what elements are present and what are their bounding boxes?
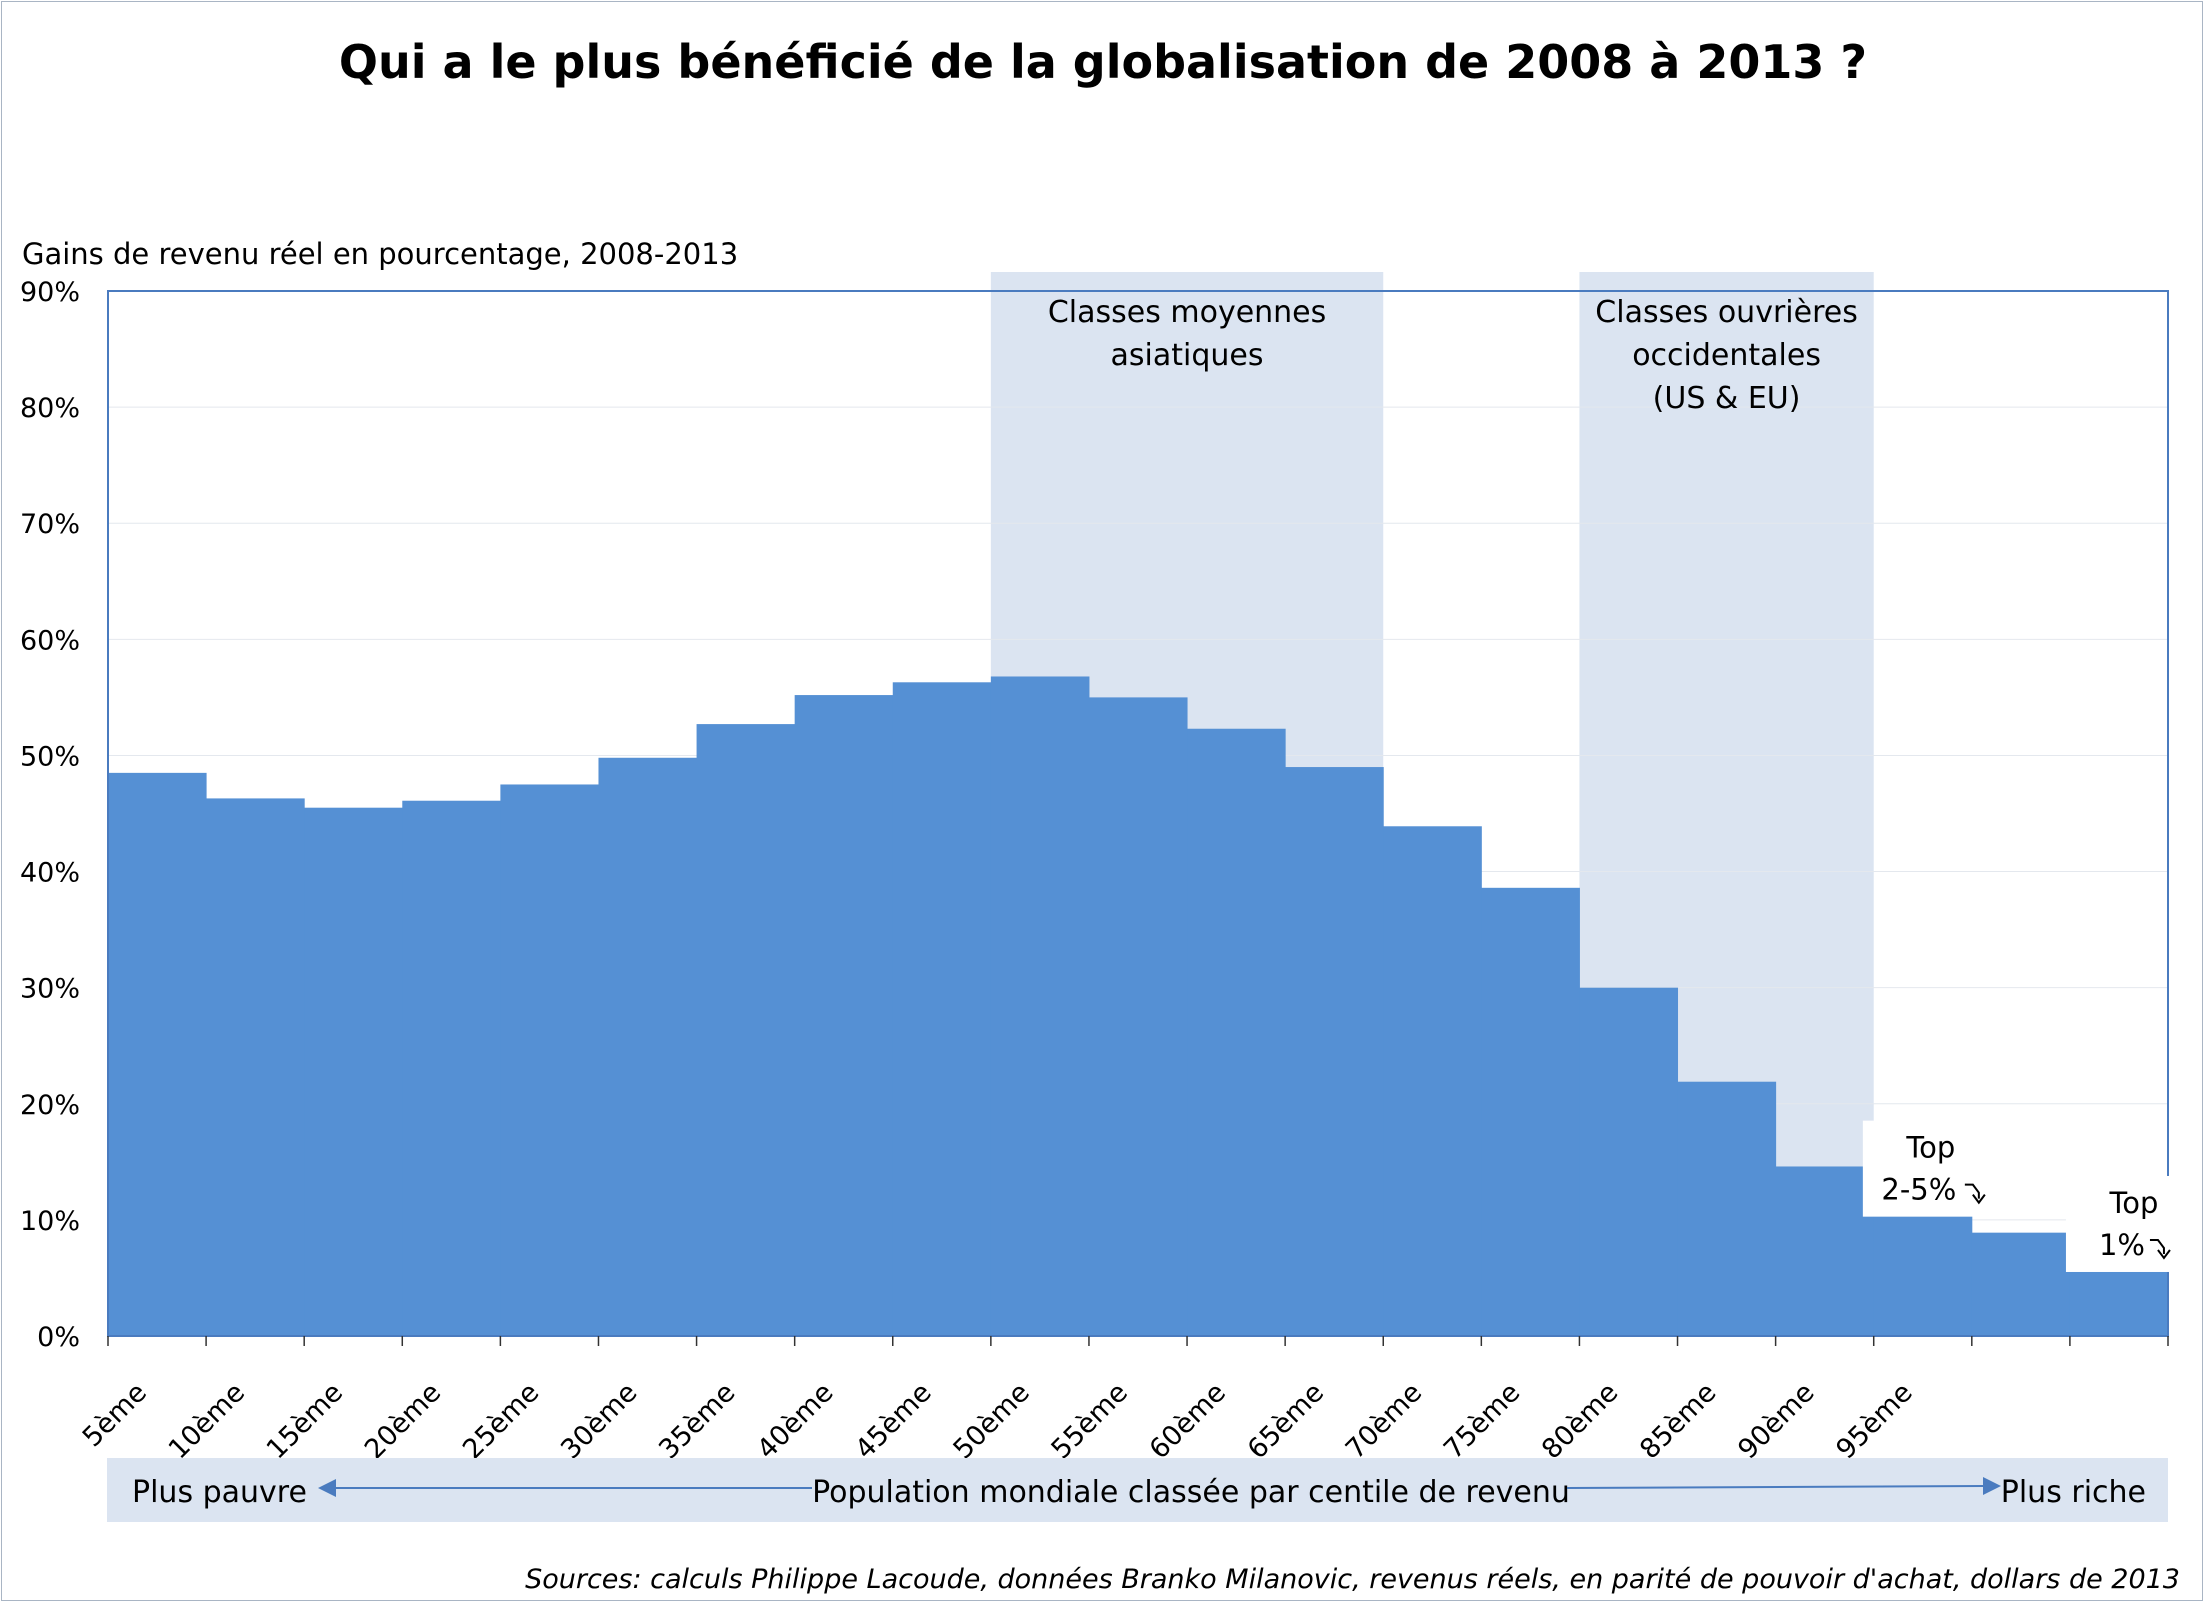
bar [1383, 826, 1482, 1336]
bar [1971, 1232, 2071, 1336]
bar [1677, 1081, 1777, 1336]
y-tick-label: 50% [20, 741, 80, 772]
bar [598, 757, 698, 1336]
x-tick-label: 85ème [1634, 1377, 1722, 1465]
y-tick-label: 60% [20, 625, 80, 656]
y-tick-label: 10% [20, 1206, 80, 1237]
bars [108, 676, 2169, 1336]
population-axis-bar: Plus pauvre Population mondiale classée … [107, 1458, 2168, 1522]
x-tick-label: 60ème [1144, 1377, 1232, 1465]
bar [1481, 887, 1580, 1336]
bar [206, 798, 305, 1336]
hook-arrow-icon [2149, 1238, 2171, 1260]
x-tick-label: 80ème [1536, 1377, 1624, 1465]
bar [696, 724, 796, 1336]
x-tick-labels: 5ème 10ème 15ème 20ème 25ème 30ème 35ème 40ème 4… [77, 1336, 2169, 1465]
annotation-background [2065, 1175, 2202, 1272]
band-label-line: Classes moyennes [1048, 295, 1326, 330]
y-tick-label: 70% [20, 509, 80, 540]
bar [1579, 987, 1679, 1336]
axis-left-label: Plus pauvre [132, 1475, 307, 1510]
hook-arrow-icon [1964, 1183, 1986, 1205]
bar [1873, 1204, 1973, 1336]
bar [990, 676, 1090, 1336]
x-tick-label: 75ème [1438, 1377, 1526, 1465]
chart-title: Qui a le plus bénéficié de la globalisat… [339, 35, 1867, 89]
x-tick-label: 35ème [653, 1377, 741, 1465]
band-label-line: asiatiques [1111, 338, 1264, 373]
left-arrow-icon [318, 1479, 812, 1497]
source-note: Sources: calculs Philippe Lacoude, donné… [525, 1564, 2180, 1595]
right-arrow-icon [1566, 1477, 2001, 1495]
axis-right-label: Plus riche [2001, 1475, 2146, 1510]
y-tick-label: 80% [20, 393, 80, 424]
x-tick-label: 90ème [1732, 1377, 1820, 1465]
bar [1088, 697, 1188, 1336]
bar [500, 784, 599, 1336]
bar [794, 695, 894, 1336]
x-tick-label: 40ème [751, 1377, 839, 1465]
bar [1775, 1166, 1875, 1336]
x-tick-label: 10ème [163, 1377, 251, 1465]
bar [892, 682, 992, 1336]
y-axis-label: Gains de revenu réel en pourcentage, 200… [22, 237, 738, 271]
y-tick-label: 90% [20, 277, 80, 308]
axis-center-label: Population mondiale classée par centile … [812, 1475, 1570, 1510]
x-tick-label: 20ème [359, 1377, 447, 1465]
plot-border [107, 290, 2169, 1337]
x-tick-label: 45ème [849, 1377, 937, 1465]
annotation-line: 1% [2099, 1228, 2145, 1262]
hook-arrow-shape [2149, 1238, 2171, 1260]
bar [304, 807, 403, 1336]
band-label-line: (US & EU) [1653, 381, 1801, 416]
x-tick-label: 25ème [457, 1377, 545, 1465]
annotation-line: Top [2108, 1186, 2158, 1220]
hook-arrow-shape [1964, 1183, 1986, 1205]
x-tick-label: 30ème [555, 1377, 643, 1465]
y-tick-label: 20% [20, 1090, 80, 1121]
y-tick-labels: 0% 10% 20% 30% 40% 50% 60% 70% 80% 90% [20, 277, 80, 1353]
y-tick-label: 30% [20, 974, 80, 1005]
y-tick-label: 40% [20, 858, 80, 889]
band-labels: Classes moyennes asiatiques Classes ouvriè… [1048, 295, 1858, 416]
x-tick-label: 15ème [261, 1377, 349, 1465]
bar [1285, 767, 1384, 1336]
annotation-line: Top [1905, 1131, 1955, 1165]
annotations: Top 2-5% Top 1% [1862, 1120, 2202, 1272]
band-label-line: occidentales [1632, 338, 1821, 373]
annotation-line: 2-5% [1881, 1173, 1956, 1207]
bar [1187, 728, 1286, 1336]
x-tick-label: 55ème [1046, 1377, 1134, 1465]
x-tick-label: 5ème [77, 1377, 153, 1453]
axis-bar-background [107, 1458, 2168, 1522]
x-tick-label: 70ème [1340, 1377, 1428, 1465]
bar [2069, 1270, 2169, 1336]
x-tick-label: 65ème [1242, 1377, 1330, 1465]
x-tick-label: 50ème [947, 1377, 1035, 1465]
band-label-line: Classes ouvrières [1595, 295, 1858, 330]
bar [402, 800, 501, 1336]
x-tick-label: 95ème [1830, 1377, 1918, 1465]
bar [108, 772, 207, 1336]
y-tick-label: 0% [37, 1322, 80, 1353]
